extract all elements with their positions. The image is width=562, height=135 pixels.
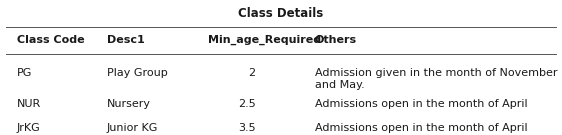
Text: Junior KG: Junior KG [107,123,158,133]
Text: PG: PG [17,68,32,77]
Text: Min_age_Required: Min_age_Required [208,35,321,45]
Text: NUR: NUR [17,99,41,109]
Text: Class Code: Class Code [17,35,84,45]
Text: 2: 2 [248,68,256,77]
Text: Nursery: Nursery [107,99,151,109]
Text: JrKG: JrKG [17,123,40,133]
Text: Admissions open in the month of April: Admissions open in the month of April [315,123,527,133]
Text: Others: Others [315,35,357,45]
Text: Admission given in the month of November
and May.: Admission given in the month of November… [315,68,557,90]
Text: 2.5: 2.5 [238,99,256,109]
Text: Desc1: Desc1 [107,35,144,45]
Text: Admissions open in the month of April: Admissions open in the month of April [315,99,527,109]
Text: Class Details: Class Details [238,7,324,20]
Text: Play Group: Play Group [107,68,167,77]
Text: 3.5: 3.5 [238,123,256,133]
